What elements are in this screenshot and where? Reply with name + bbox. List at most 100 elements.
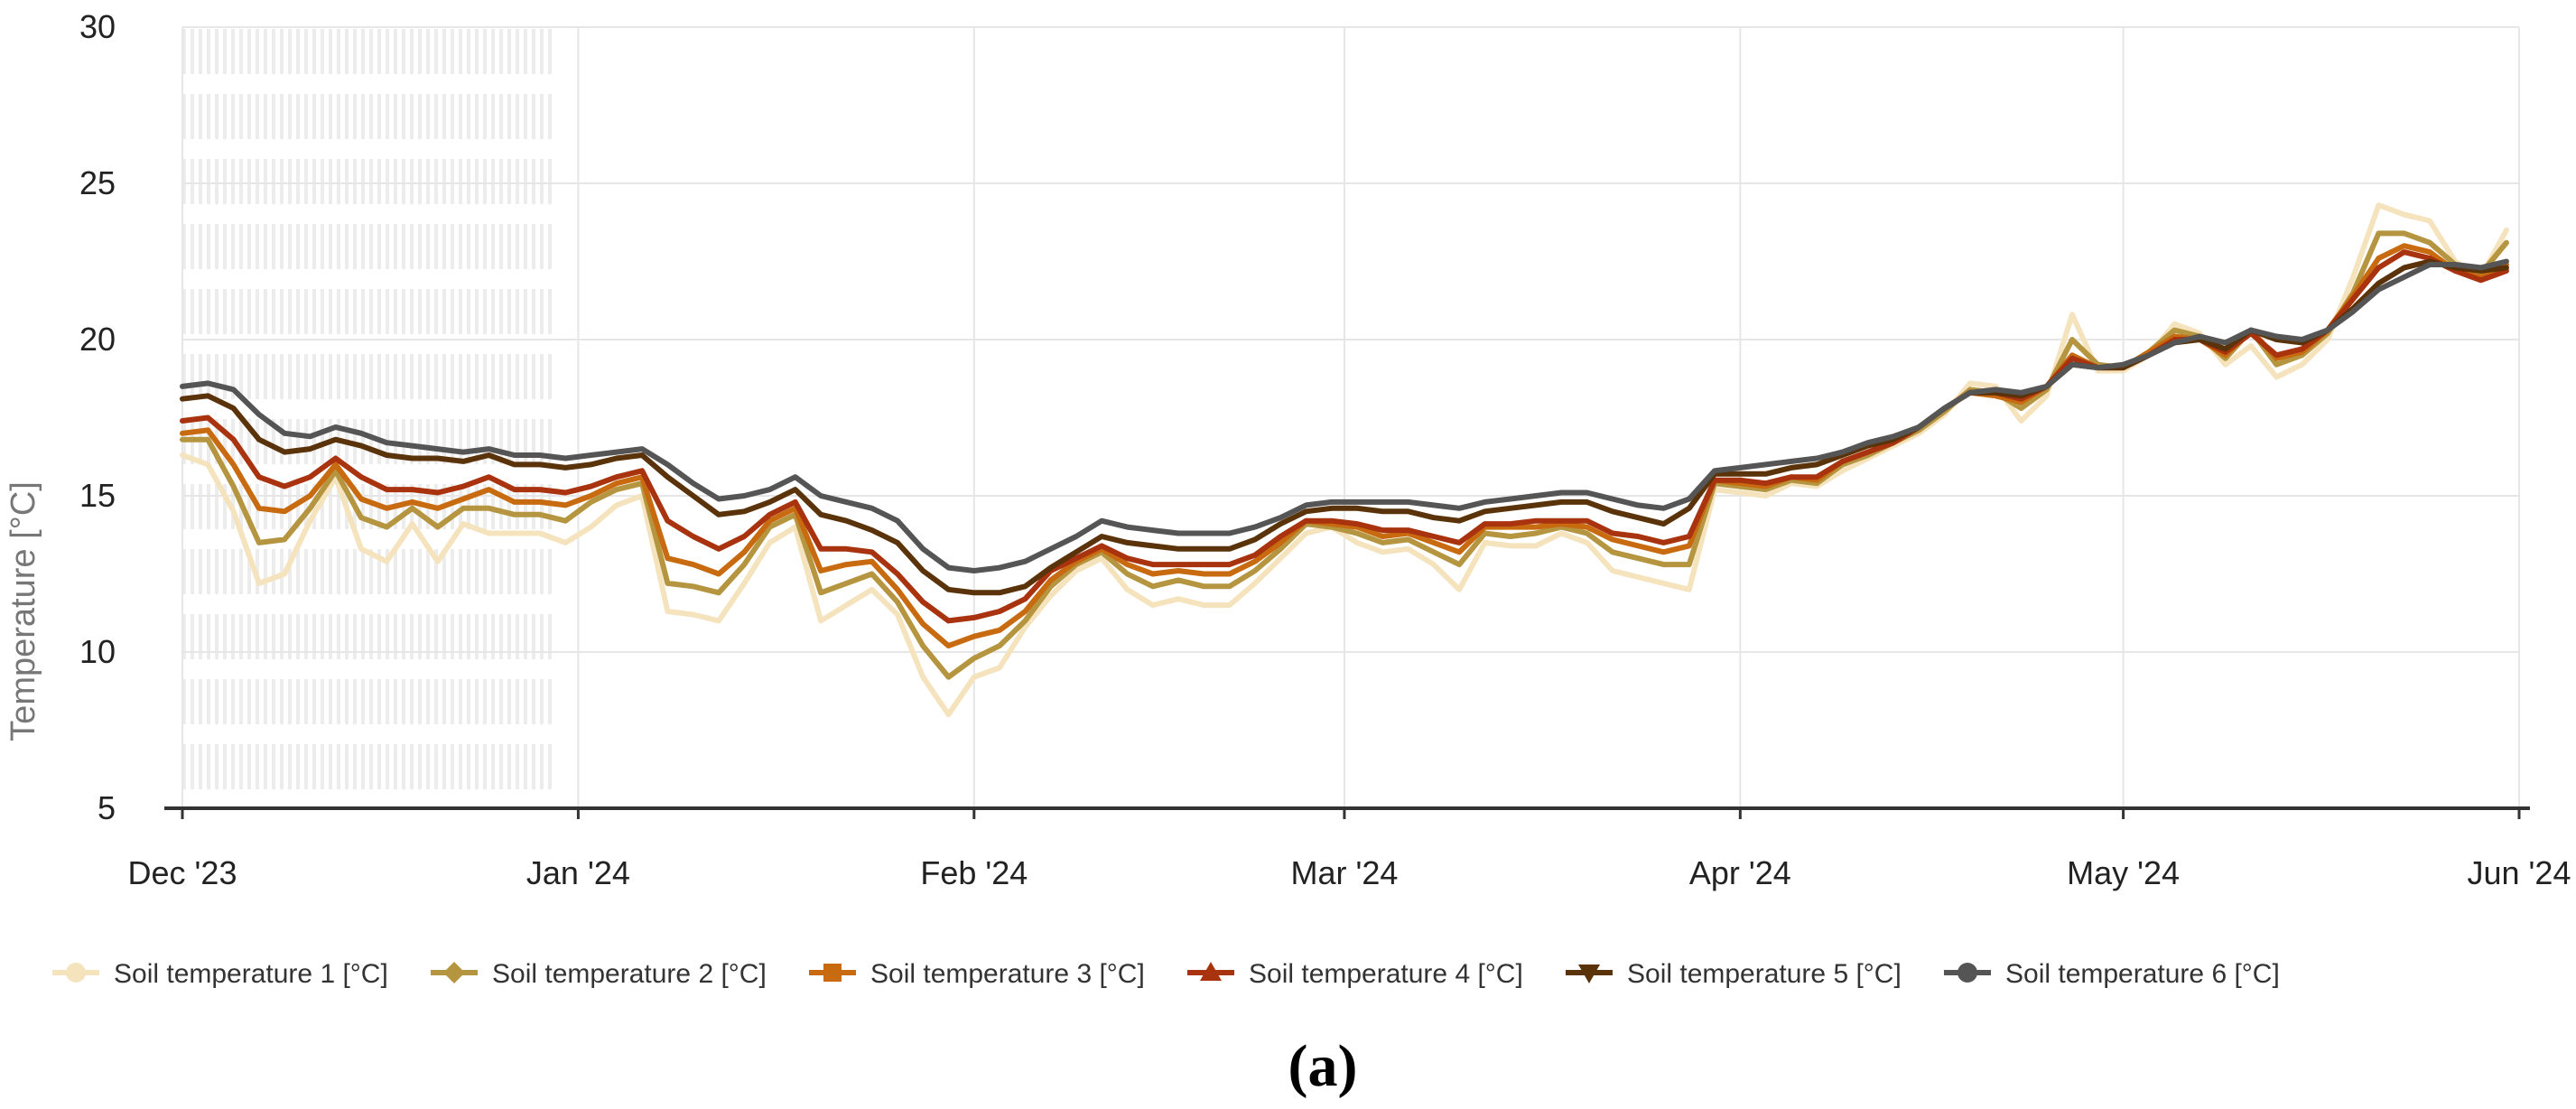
missing-data-hatch (475, 354, 479, 399)
missing-data-hatch (524, 419, 527, 464)
missing-data-hatch (337, 614, 340, 659)
legend-item-6[interactable]: Soil temperature 6 [°C] (1944, 959, 2280, 989)
missing-data-hatch (467, 679, 470, 724)
missing-data-hatch (426, 224, 430, 269)
missing-data-hatch (256, 94, 259, 139)
missing-data-hatch (215, 354, 219, 399)
legend-label: Soil temperature 4 [°C] (1249, 959, 1523, 989)
missing-data-hatch (369, 159, 373, 204)
missing-data-hatch (394, 29, 397, 74)
legend-marker-circle (66, 963, 86, 983)
missing-data-hatch (312, 224, 316, 269)
missing-data-hatch (353, 744, 357, 789)
missing-data-hatch (215, 484, 219, 529)
missing-data-hatch (418, 549, 422, 594)
missing-data-hatch (272, 94, 275, 139)
missing-data-hatch (451, 354, 454, 399)
missing-data-hatch (361, 289, 365, 334)
missing-data-hatch (386, 289, 389, 334)
missing-data-hatch (312, 744, 316, 789)
missing-data-hatch (304, 94, 308, 139)
missing-data-hatch (491, 29, 495, 74)
missing-data-hatch (451, 224, 454, 269)
missing-data-hatch (247, 224, 251, 269)
missing-data-hatch (548, 419, 552, 464)
missing-data-hatch (247, 94, 251, 139)
missing-data-hatch (312, 614, 316, 659)
legend-item-5[interactable]: Soil temperature 5 [°C] (1566, 959, 1902, 989)
missing-data-hatch (369, 289, 373, 334)
missing-data-hatch (361, 159, 365, 204)
missing-data-hatch (483, 419, 487, 464)
legend-item-2[interactable]: Soil temperature 2 [°C] (431, 959, 767, 989)
missing-data-hatch (386, 224, 389, 269)
missing-data-hatch (540, 744, 544, 789)
missing-data-hatch (467, 419, 470, 464)
missing-data-hatch (394, 159, 397, 204)
missing-data-hatch (361, 484, 365, 529)
missing-data-hatch (516, 614, 519, 659)
missing-data-hatch (377, 614, 381, 659)
missing-data-hatch (499, 679, 503, 724)
missing-data-hatch (329, 29, 332, 74)
missing-data-hatch (272, 354, 275, 399)
legend-marker-square (823, 964, 842, 982)
missing-data-hatch (459, 549, 462, 594)
missing-data-hatch (491, 419, 495, 464)
legend-item-3[interactable]: Soil temperature 3 [°C] (809, 959, 1145, 989)
missing-data-hatch (223, 614, 227, 659)
missing-data-hatch (459, 354, 462, 399)
missing-data-hatch (540, 159, 544, 204)
missing-data-hatch (199, 354, 202, 399)
missing-data-hatch (386, 679, 389, 724)
missing-data-hatch (199, 744, 202, 789)
missing-data-hatch (548, 484, 552, 529)
missing-data-hatch (410, 289, 414, 334)
missing-data-hatch (207, 224, 210, 269)
missing-data-hatch (239, 744, 243, 789)
missing-data-hatch (296, 484, 300, 529)
legend-item-4[interactable]: Soil temperature 4 [°C] (1187, 959, 1523, 989)
missing-data-hatch (280, 94, 284, 139)
missing-data-hatch (239, 224, 243, 269)
missing-data-hatch (239, 94, 243, 139)
missing-data-hatch (524, 159, 527, 204)
missing-data-hatch (524, 29, 527, 74)
missing-data-hatch (491, 549, 495, 594)
missing-data-hatch (321, 679, 324, 724)
missing-data-hatch (377, 679, 381, 724)
missing-data-hatch (207, 744, 210, 789)
missing-data-hatch (345, 224, 349, 269)
missing-data-hatch (491, 744, 495, 789)
missing-data-hatch (296, 614, 300, 659)
missing-data-hatch (434, 289, 438, 334)
missing-data-hatch (507, 484, 511, 529)
missing-data-hatch (247, 354, 251, 399)
missing-data-hatch (256, 224, 259, 269)
missing-data-hatch (329, 289, 332, 334)
missing-data-hatch (231, 224, 235, 269)
missing-data-hatch (353, 549, 357, 594)
missing-data-hatch (410, 549, 414, 594)
missing-data-hatch (475, 159, 479, 204)
legend: Soil temperature 1 [°C] Soil temperature … (52, 959, 2280, 989)
missing-data-hatch (182, 354, 186, 399)
missing-data-hatch (418, 354, 422, 399)
missing-data-hatch (345, 94, 349, 139)
missing-data-hatch (491, 159, 495, 204)
legend-item-1[interactable]: Soil temperature 1 [°C] (52, 959, 388, 989)
missing-data-hatch (410, 614, 414, 659)
missing-data-hatch (524, 484, 527, 529)
missing-data-hatch (182, 484, 186, 529)
missing-data-hatch (231, 29, 235, 74)
missing-data-hatch (304, 744, 308, 789)
missing-data-hatch (296, 419, 300, 464)
y-tick-label: 30 (79, 8, 116, 45)
missing-data-hatch (442, 354, 446, 399)
missing-data-hatch (191, 94, 194, 139)
missing-data-hatch (532, 159, 535, 204)
missing-data-hatch (434, 224, 438, 269)
missing-data-hatch (256, 354, 259, 399)
missing-data-hatch (540, 549, 544, 594)
missing-data-hatch (434, 549, 438, 594)
